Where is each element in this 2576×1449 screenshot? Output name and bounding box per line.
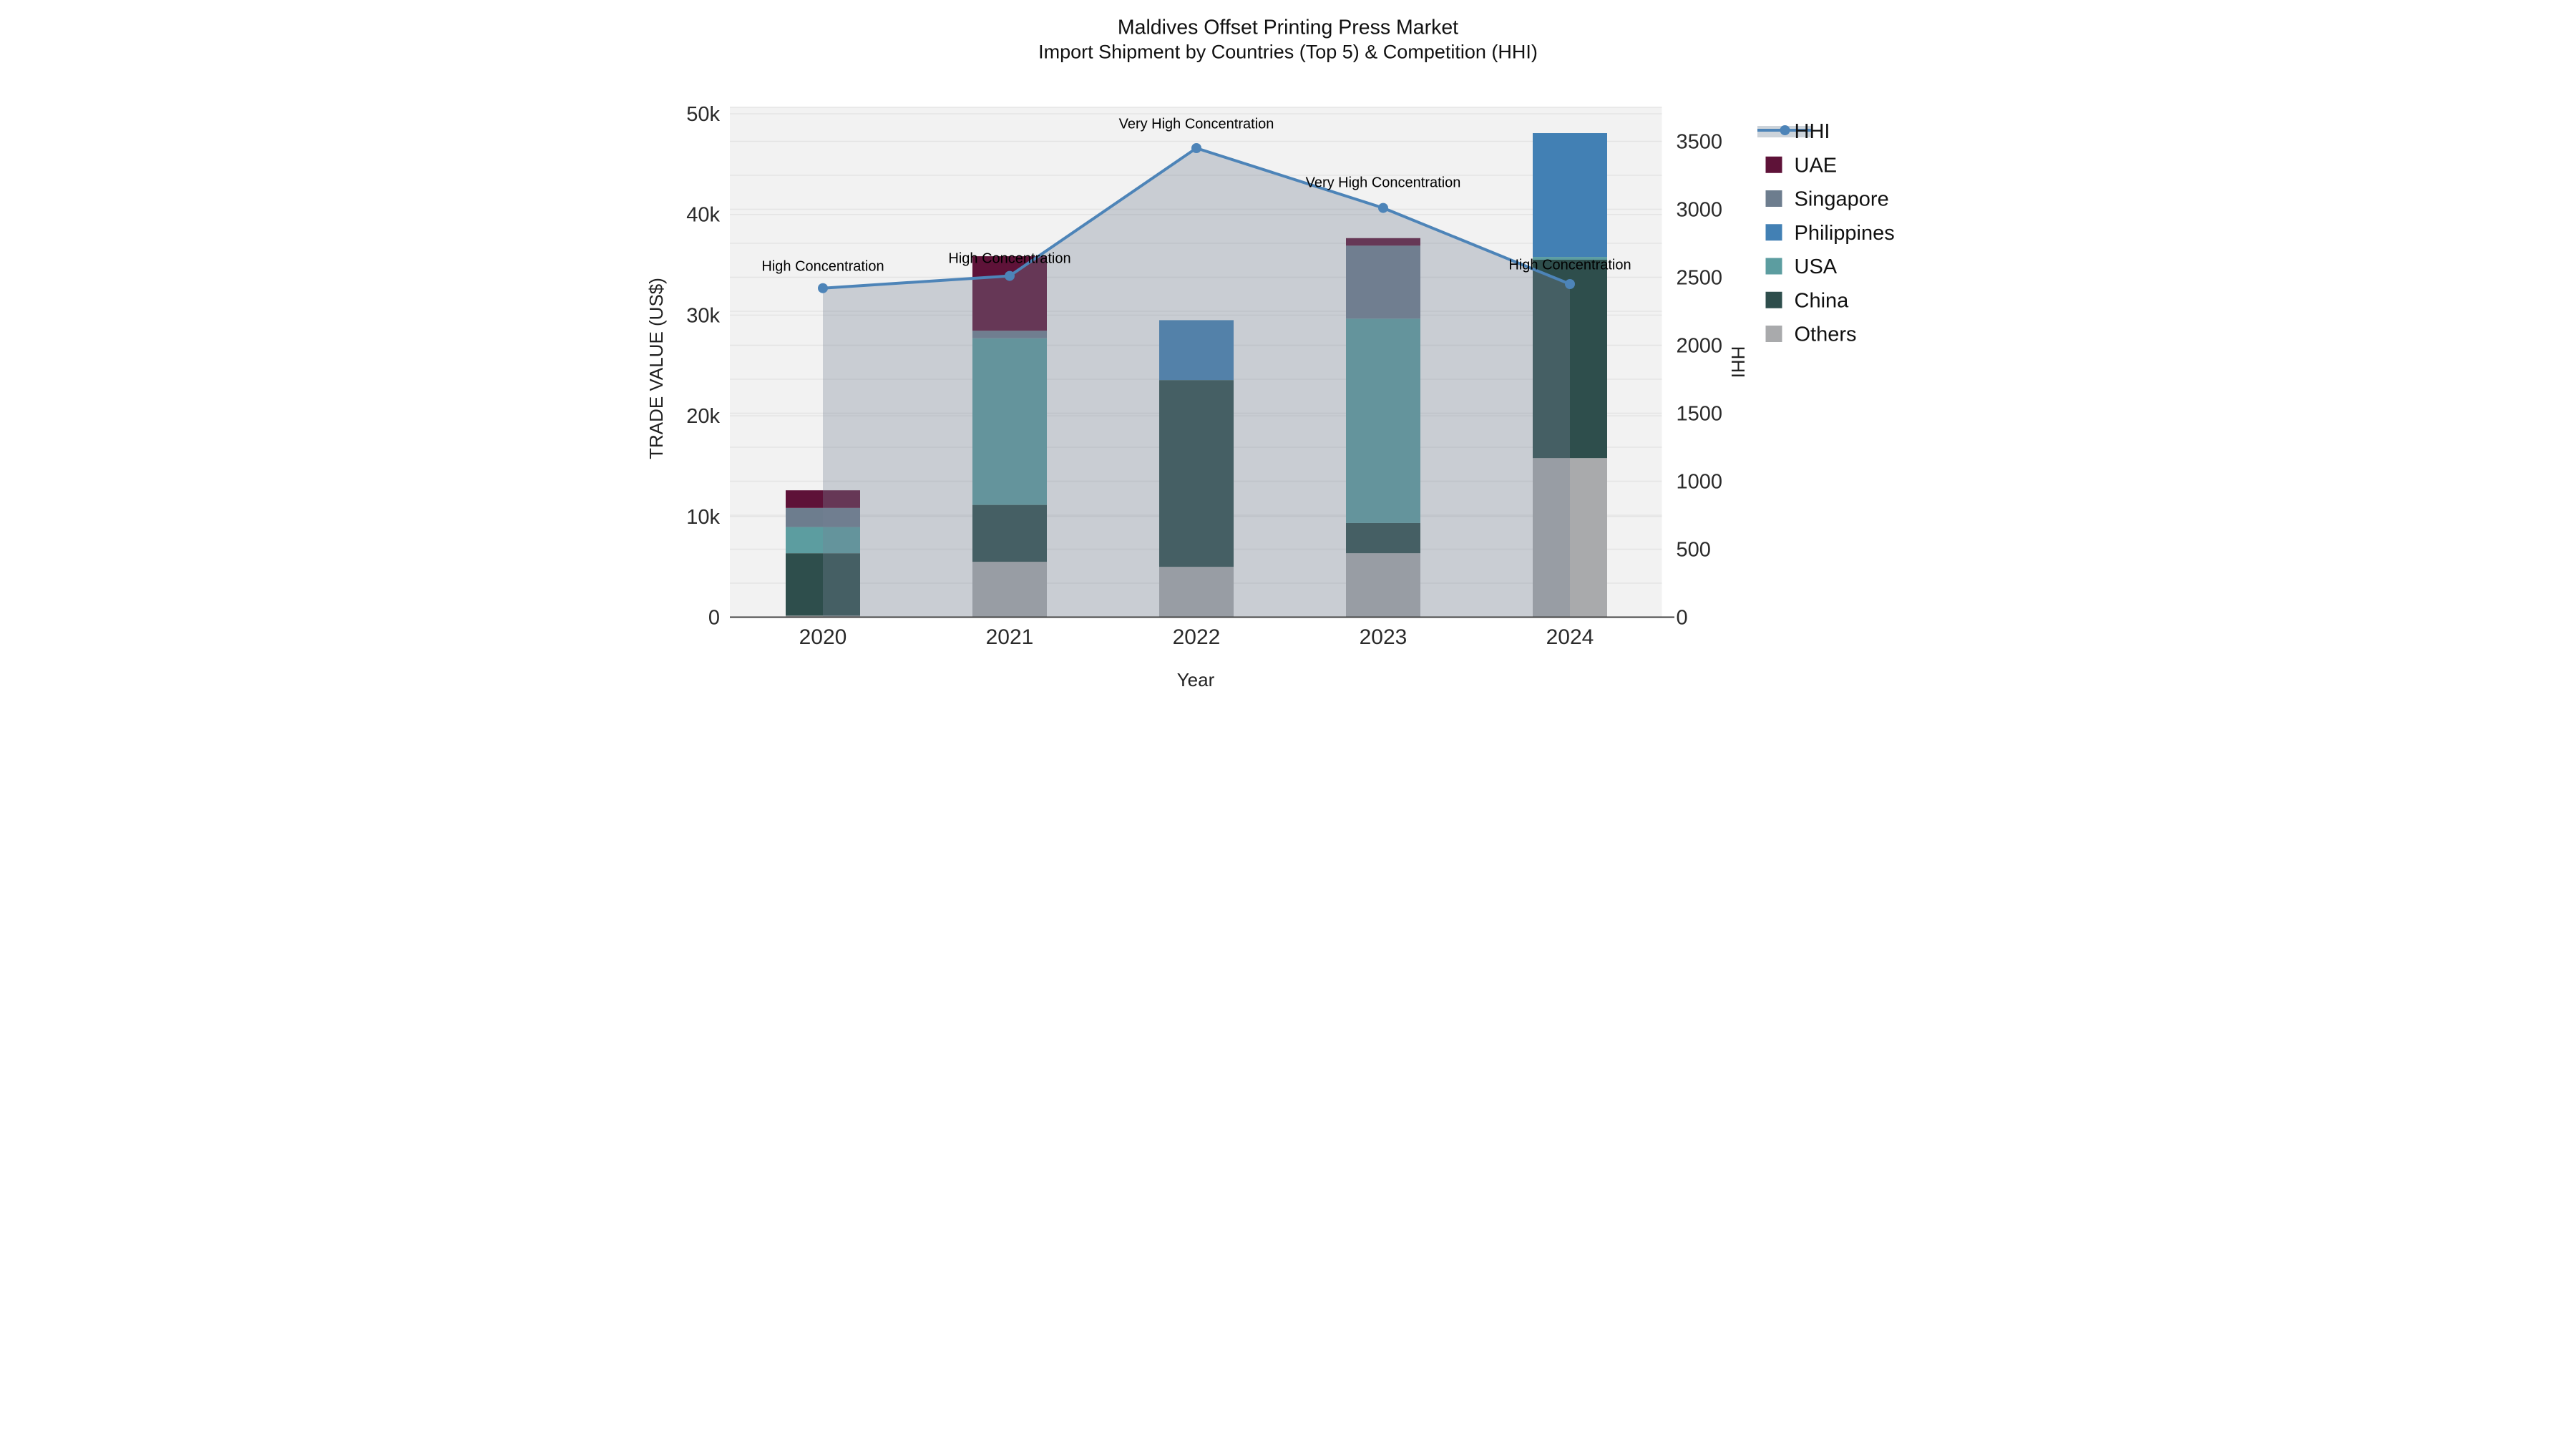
legend-label: Philippines [1795,222,1895,245]
bar-segment-2021-usa[interactable] [972,338,1047,505]
others-swatch-icon [1765,326,1782,342]
hhi-markers-group [818,143,1575,293]
legend-item-china[interactable]: China [1765,289,1850,312]
philippines-swatch-icon [1765,224,1782,241]
legend-label: UAE [1795,154,1838,177]
bar-segment-2024-philippines[interactable] [1533,133,1607,258]
y-left-tick-label: 50k [686,103,720,126]
chart-canvas: 2020 2021 2022 2023 2024 0 10k 20k 30k 40k 50k 0 5… [644,0,1932,725]
x-tick-label: 2022 [1173,625,1221,649]
bar-segment-2021-singapore[interactable] [972,331,1047,338]
chart-subtitle: Import Shipment by Countries (Top 5) & C… [1038,42,1538,63]
y-left-tick-label: 30k [686,304,720,327]
bar-segment-2024-usa[interactable] [1533,257,1607,260]
y-right-axis-title: HHI [1727,346,1749,379]
y-left-tick-labels-group: 0 10k 20k 30k 40k 50k [686,103,720,629]
y-left-axis-title: TRADE VALUE (US$) [645,278,667,459]
annotation-2023: Very High Concentration [1306,175,1461,191]
y-right-tick-labels-group: 0 500 1000 1500 2000 2500 3000 3500 [1677,131,1723,630]
x-tick-label: 2021 [986,625,1034,649]
x-tick-labels-group: 2020 2021 2022 2023 2024 [799,625,1594,649]
gridlines-group [730,107,1662,584]
bar-segment-2024-china[interactable] [1533,260,1607,459]
y-right-tick-label: 1500 [1677,403,1723,426]
bar-segment-2023-others[interactable] [1346,553,1420,618]
x-tick-label: 2023 [1360,625,1407,649]
hhi-marker-swatch-icon [1780,125,1790,135]
hhi-area-fill [823,148,1570,618]
annotation-2022: Very High Concentration [1119,117,1274,132]
bar-segment-2024-others[interactable] [1533,458,1607,618]
x-tick-label: 2020 [799,625,847,649]
y-left-tick-label: 0 [708,607,720,630]
bar-segment-2023-china[interactable] [1346,522,1420,554]
annotations-group: High Concentration High Concentration Very… [761,117,1631,275]
bar-segment-2023-uae[interactable] [1346,238,1420,246]
y-right-tick-label: 3500 [1677,131,1723,154]
figure-container: 2020 2021 2022 2023 2024 0 10k 20k 30k 40k 50k 0 5… [644,0,1932,725]
legend-item-hhi[interactable]: HHI [1757,120,1830,143]
legend-item-uae[interactable]: UAE [1765,154,1838,177]
y-right-tick-label: 1000 [1677,471,1723,494]
bar-segment-2021-others[interactable] [972,562,1047,618]
legend-item-philippines[interactable]: Philippines [1765,222,1895,245]
y-right-tick-label: 3000 [1677,199,1723,222]
bar-segment-2022-others[interactable] [1159,567,1234,618]
annotation-2024: High Concentration [1508,258,1631,273]
annotation-2020: High Concentration [761,259,884,275]
legend-label: HHI [1795,120,1830,143]
legend: HHI UAE Singapore Philippines USA China Others [1757,120,1895,346]
legend-label: Others [1795,323,1857,346]
singapore-swatch-icon [1765,190,1782,207]
hhi-point-2020[interactable] [818,283,828,293]
bar-segment-2022-china[interactable] [1159,380,1234,567]
legend-item-singapore[interactable]: Singapore [1765,188,1889,211]
hhi-point-2023[interactable] [1378,203,1388,213]
legend-item-others[interactable]: Others [1765,323,1857,346]
annotation-2021: High Concentration [948,251,1070,267]
y-right-tick-label: 0 [1677,607,1688,630]
y-right-tick-label: 2500 [1677,267,1723,290]
bar-segment-2020-singapore[interactable] [786,507,860,527]
bar-segment-2021-china[interactable] [972,504,1047,562]
uae-swatch-icon [1765,156,1782,173]
y-right-tick-label: 500 [1677,539,1711,562]
bar-segment-2020-china[interactable] [786,553,860,616]
bar-segment-2020-uae[interactable] [786,490,860,508]
legend-label: USA [1795,255,1838,278]
x-axis-title: Year [1177,669,1215,691]
hhi-point-2024[interactable] [1565,279,1575,289]
y-right-tick-label: 2000 [1677,335,1723,358]
bar-segment-2022-philippines[interactable] [1159,320,1234,381]
x-tick-label: 2024 [1546,625,1594,649]
bar-segment-2021-uae[interactable] [972,256,1047,331]
hhi-point-2022[interactable] [1191,143,1201,153]
legend-label: China [1795,289,1850,312]
stacked-bars-group [786,133,1607,618]
china-swatch-icon [1765,291,1782,308]
bar-segment-2020-usa[interactable] [786,527,860,554]
bar-segment-2023-usa[interactable] [1346,318,1420,523]
bar-segment-2020-others[interactable] [786,615,860,618]
bar-segment-2023-singapore[interactable] [1346,245,1420,319]
y-left-tick-label: 10k [686,506,720,529]
hhi-point-2021[interactable] [1005,270,1015,281]
usa-swatch-icon [1765,258,1782,275]
legend-label: Singapore [1795,188,1889,211]
y-left-tick-label: 20k [686,405,720,428]
y-left-tick-label: 40k [686,204,720,227]
chart-title: Maldives Offset Printing Press Market [1118,16,1458,39]
legend-item-usa[interactable]: USA [1765,255,1838,278]
